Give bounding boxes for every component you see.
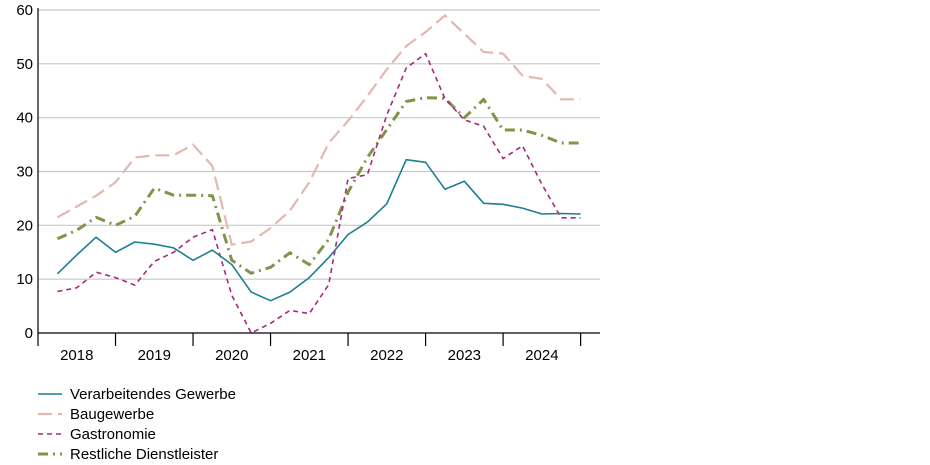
y-tick-label-60: 60 — [16, 2, 33, 19]
x-tick-label-2023: 2023 — [448, 347, 481, 364]
series-line-gastronomie — [57, 52, 581, 334]
y-tick-label-20: 20 — [16, 217, 33, 234]
legend-label-restliche-dienstleister: Restliche Dienstleister — [70, 446, 218, 463]
gridlines — [38, 9, 600, 280]
legend: Verarbeitendes Gewerbe Baugewerbe Gastrono… — [38, 386, 236, 463]
y-tick-label-50: 50 — [16, 56, 33, 73]
series-lines — [56, 14, 581, 334]
x-tick-label-2018: 2018 — [60, 347, 93, 364]
legend-label-baugewerbe: Baugewerbe — [70, 406, 154, 423]
x-tick-label-2021: 2021 — [293, 347, 326, 364]
legend-label-verarbeitendes-gewerbe: Verarbeitendes Gewerbe — [70, 386, 236, 403]
x-tick-label-2024: 2024 — [525, 347, 558, 364]
y-tick-label-30: 30 — [16, 164, 33, 181]
y-tick-label-10: 10 — [16, 271, 33, 288]
x-axis-tick-labels: 2018 2019 2020 2021 2022 2023 2024 — [60, 347, 558, 364]
legend-label-gastronomie: Gastronomie — [70, 426, 156, 443]
y-tick-label-0: 0 — [25, 325, 33, 342]
y-tick-label-40: 40 — [16, 110, 33, 127]
x-tick-label-2022: 2022 — [370, 347, 403, 364]
y-axis-tick-labels: 0 10 20 30 40 50 60 — [16, 2, 33, 342]
x-tick-label-2020: 2020 — [215, 347, 248, 364]
x-tick-label-2019: 2019 — [138, 347, 171, 364]
series-line-restliche-dienstleister — [56, 96, 581, 275]
axes — [37, 8, 600, 346]
series-line-verarbeitendes-gewerbe — [56, 158, 581, 302]
series-line-baugewerbe — [56, 14, 581, 246]
